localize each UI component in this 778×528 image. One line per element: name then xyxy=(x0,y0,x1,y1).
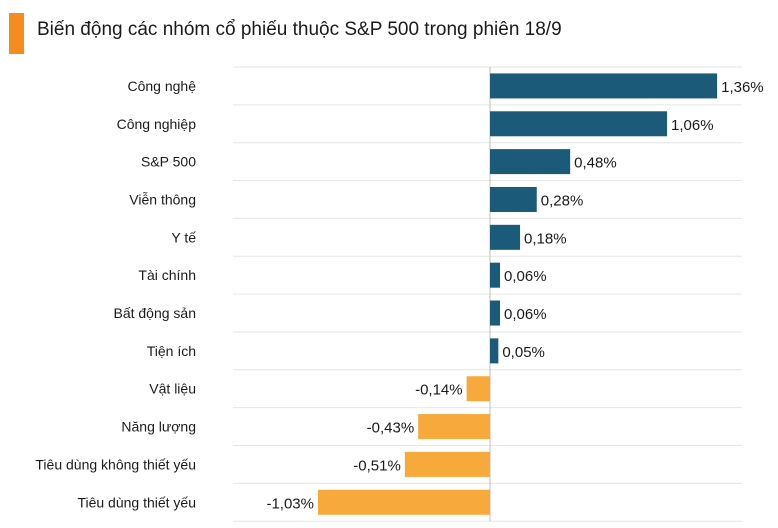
category-label: Công nghệ xyxy=(127,78,196,94)
bar xyxy=(490,300,501,326)
bar xyxy=(490,262,501,288)
category-label: Công nghiệp xyxy=(117,116,197,132)
bar xyxy=(490,73,718,99)
value-label: 0,18% xyxy=(524,230,567,247)
category-label: Tiện ích xyxy=(147,343,196,359)
value-label: -0,51% xyxy=(353,457,401,474)
bar xyxy=(490,111,668,137)
value-label: 0,28% xyxy=(541,192,584,209)
category-label: Tiêu dùng thiết yếu xyxy=(77,494,196,510)
category-label: S&P 500 xyxy=(141,154,196,170)
category-label: Viễn thông xyxy=(129,191,196,207)
value-label: -1,03% xyxy=(266,495,314,512)
category-label: Bất động sản xyxy=(113,305,196,321)
value-label: -0,43% xyxy=(367,420,415,437)
category-label: Tiêu dùng không thiết yếu xyxy=(35,456,196,472)
category-label: Tài chính xyxy=(138,267,196,283)
title-accent-bar xyxy=(9,13,24,54)
bar xyxy=(490,149,571,175)
bar xyxy=(418,414,490,440)
bar xyxy=(490,338,499,364)
value-labels: 1,36% 1,06% 0,48% 0,28% 0,18% 0,06% 0,06% 0,05%… xyxy=(266,79,763,512)
value-label: 0,06% xyxy=(504,306,547,323)
bar xyxy=(490,224,521,250)
value-label: 1,06% xyxy=(671,117,714,134)
grid-lines xyxy=(233,66,742,522)
value-label: -0,14% xyxy=(415,382,463,399)
value-label: 0,48% xyxy=(574,155,617,172)
bars xyxy=(317,73,718,515)
value-label: 0,06% xyxy=(504,268,547,285)
bar xyxy=(317,489,490,515)
category-label: Y tế xyxy=(171,229,196,245)
category-labels: Công nghệ Công nghiệp S&P 500 Viễn thông Y t… xyxy=(35,78,196,510)
value-label: 0,05% xyxy=(502,344,545,361)
bar xyxy=(404,451,490,477)
chart-title: Biến động các nhóm cổ phiếu thuộc S&P 50… xyxy=(37,19,562,40)
category-label: Vật liệu xyxy=(149,381,196,397)
value-label: 1,36% xyxy=(721,79,764,96)
category-label: Năng lượng xyxy=(121,419,196,435)
bar xyxy=(490,186,537,212)
bar xyxy=(466,376,490,402)
